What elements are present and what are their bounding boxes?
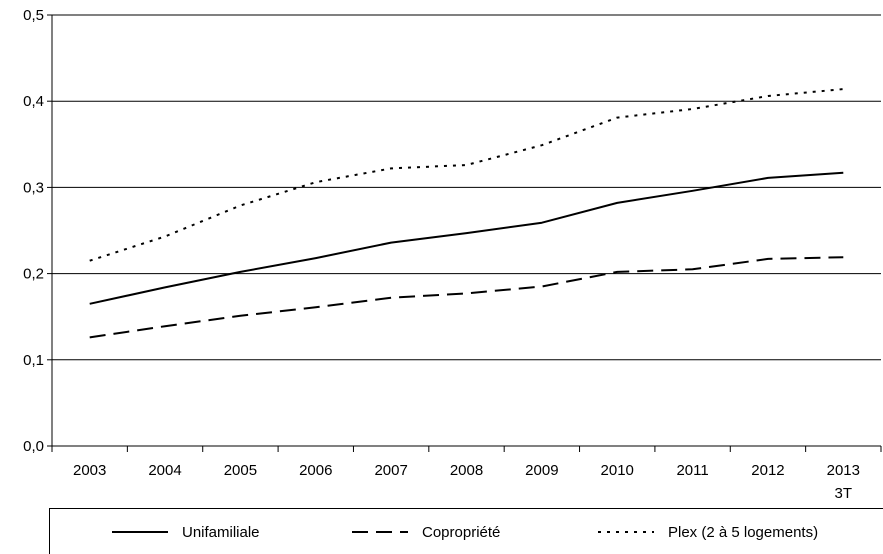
- x-axis-ticks: 2003 2004 2005 2006 2007 2008 2009 2010 2011 2012…: [51, 446, 882, 502]
- legend-box: [49, 508, 883, 554]
- axes: [51, 15, 881, 447]
- legend-label: Unifamiliale: [182, 524, 260, 541]
- y-tick-label: 0,2: [23, 266, 44, 283]
- x-tick-label: 2012: [751, 462, 784, 479]
- series-line-2: [89, 256, 844, 339]
- gridlines: [52, 14, 881, 361]
- legend: Unifamiliale Copropriété Plex (2 à 5 logem…: [49, 508, 883, 554]
- y-tick-label: 0,3: [23, 179, 44, 196]
- x-tick-label: 2013: [827, 462, 860, 479]
- series-line-3: [89, 88, 844, 262]
- x-tick-label: 2007: [374, 462, 407, 479]
- y-tick-label: 0,0: [23, 438, 44, 455]
- x-tick-label: 2011: [676, 462, 708, 479]
- y-tick-label: 0,4: [23, 93, 44, 110]
- x-tick-label: 2004: [148, 462, 181, 479]
- x-tick-label: 2006: [299, 462, 332, 479]
- x-tick-label: 2005: [224, 462, 257, 479]
- series-lines: [89, 88, 844, 339]
- y-tick-label: 0,1: [23, 352, 44, 369]
- x-tick-label: 2009: [525, 462, 558, 479]
- legend-label: Plex (2 à 5 logements): [668, 524, 818, 541]
- series-line-1: [89, 171, 844, 305]
- x-tick-sublabel: 3T: [835, 485, 853, 502]
- y-axis-ticks: 0,0 0,1 0,2 0,3 0,4 0,5: [23, 7, 52, 455]
- x-tick-label: 2008: [450, 462, 483, 479]
- x-tick-label: 2010: [601, 462, 634, 479]
- legend-label: Copropriété: [422, 524, 500, 541]
- x-tick-label: 2003: [73, 462, 106, 479]
- y-tick-label: 0,5: [23, 7, 44, 24]
